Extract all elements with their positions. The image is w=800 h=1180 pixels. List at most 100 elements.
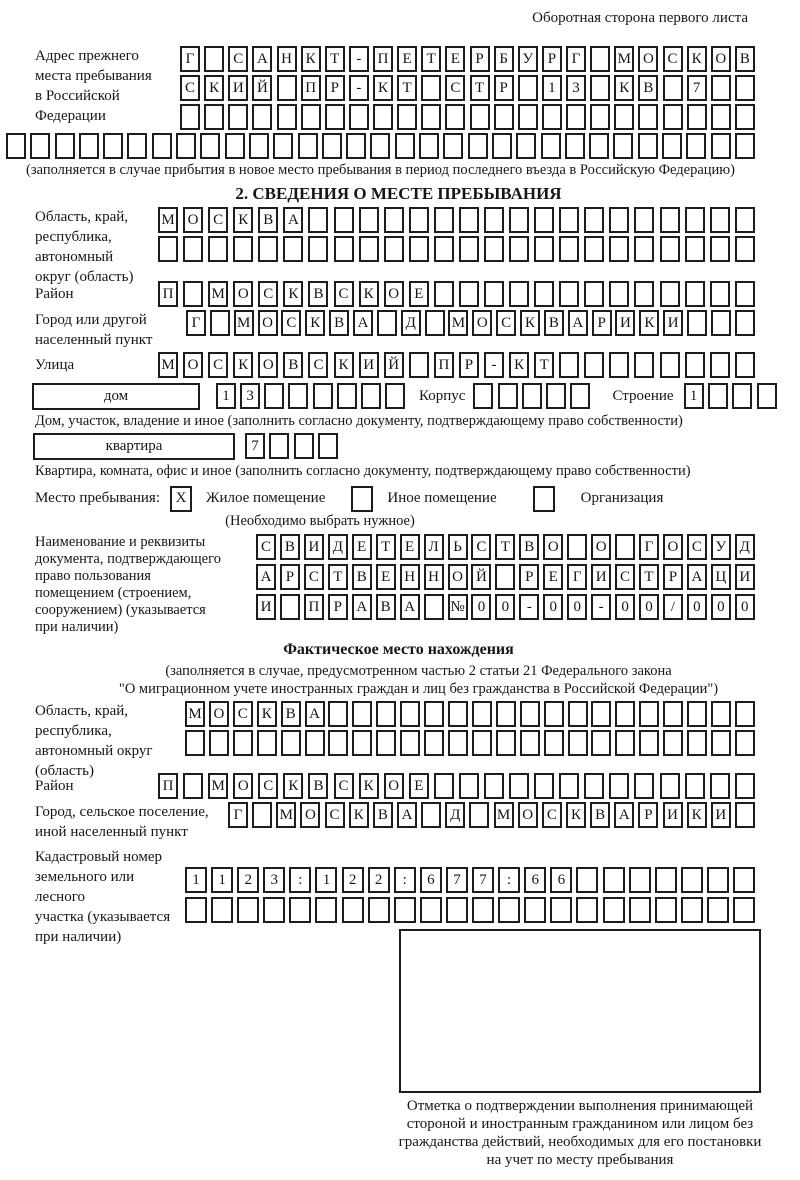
form-cell[interactable]: [183, 773, 204, 799]
form-cell[interactable]: [419, 897, 442, 923]
form-cell[interactable]: С: [324, 802, 345, 828]
form-cell[interactable]: [180, 104, 200, 130]
form-cell[interactable]: [609, 281, 630, 307]
form-cell[interactable]: [517, 104, 538, 130]
form-cell[interactable]: [602, 867, 625, 893]
form-cell[interactable]: [546, 383, 567, 409]
form-cell[interactable]: [493, 104, 514, 130]
form-cell[interactable]: 0: [734, 594, 755, 620]
form-cell[interactable]: Г: [567, 564, 588, 590]
form-cell[interactable]: Т: [324, 46, 345, 72]
form-cell[interactable]: Р: [541, 46, 562, 72]
form-cell[interactable]: О: [662, 534, 683, 560]
form-cell[interactable]: [185, 897, 207, 923]
form-cell[interactable]: К: [256, 701, 277, 727]
form-cell[interactable]: [458, 281, 479, 307]
form-cell[interactable]: [687, 310, 708, 336]
form-cell[interactable]: О: [257, 310, 278, 336]
form-cell[interactable]: /: [662, 594, 683, 620]
form-cell[interactable]: [421, 104, 442, 130]
form-cell[interactable]: С: [208, 207, 229, 233]
form-cell[interactable]: Т: [397, 75, 418, 101]
form-cell[interactable]: [613, 133, 634, 159]
form-cell[interactable]: [584, 236, 605, 262]
form-cell[interactable]: Д: [445, 802, 466, 828]
form-cell[interactable]: В: [280, 701, 301, 727]
form-cell[interactable]: Е: [445, 46, 466, 72]
form-cell[interactable]: [659, 281, 680, 307]
form-cell[interactable]: [433, 281, 454, 307]
form-cell[interactable]: 6: [550, 867, 573, 893]
form-cell[interactable]: О: [383, 281, 404, 307]
form-cell[interactable]: [710, 75, 731, 101]
form-cell[interactable]: [567, 701, 588, 727]
form-cell[interactable]: :: [498, 867, 521, 893]
form-cell[interactable]: О: [183, 352, 204, 378]
form-cell[interactable]: Д: [327, 534, 348, 560]
form-cell[interactable]: [458, 236, 479, 262]
form-cell[interactable]: -: [519, 594, 540, 620]
form-cell[interactable]: В: [329, 310, 350, 336]
form-cell[interactable]: [127, 133, 148, 159]
form-cell[interactable]: [394, 133, 415, 159]
form-cell[interactable]: [308, 207, 329, 233]
form-cell[interactable]: 1: [541, 75, 562, 101]
form-cell[interactable]: В: [308, 281, 329, 307]
form-cell[interactable]: Н: [276, 46, 297, 72]
form-cell[interactable]: С: [308, 352, 329, 378]
form-cell[interactable]: [495, 730, 516, 756]
form-cell[interactable]: 0: [495, 594, 516, 620]
form-cell[interactable]: П: [303, 594, 324, 620]
form-cell[interactable]: [471, 701, 492, 727]
form-cell[interactable]: О: [258, 352, 279, 378]
form-cell[interactable]: [684, 281, 705, 307]
form-cell[interactable]: [634, 352, 655, 378]
form-cell[interactable]: 7: [686, 75, 707, 101]
form-cell[interactable]: [734, 730, 755, 756]
form-cell[interactable]: П: [300, 75, 321, 101]
form-cell[interactable]: [732, 897, 755, 923]
form-cell[interactable]: [367, 897, 390, 923]
form-cell[interactable]: Е: [351, 534, 372, 560]
form-cell[interactable]: С: [228, 46, 249, 72]
form-cell[interactable]: [628, 897, 651, 923]
form-cell[interactable]: М: [208, 773, 229, 799]
form-cell[interactable]: [273, 133, 294, 159]
form-cell[interactable]: [659, 207, 680, 233]
form-cell[interactable]: А: [256, 564, 276, 590]
form-cell[interactable]: [576, 897, 599, 923]
form-cell[interactable]: [264, 383, 285, 409]
form-cell[interactable]: Р: [638, 802, 659, 828]
form-cell[interactable]: [709, 207, 730, 233]
form-cell[interactable]: [559, 281, 580, 307]
form-cell[interactable]: [684, 773, 705, 799]
form-cell[interactable]: М: [158, 352, 178, 378]
form-cell[interactable]: -: [348, 75, 369, 101]
form-cell[interactable]: [659, 773, 680, 799]
form-cell[interactable]: [473, 383, 494, 409]
form-cell[interactable]: А: [686, 564, 707, 590]
form-cell[interactable]: [570, 383, 591, 409]
form-cell[interactable]: [469, 802, 490, 828]
form-cell[interactable]: Ь: [447, 534, 468, 560]
form-cell[interactable]: 0: [567, 594, 588, 620]
form-cell[interactable]: [248, 133, 269, 159]
form-cell[interactable]: [710, 701, 731, 727]
form-cell[interactable]: [383, 236, 404, 262]
form-cell[interactable]: [584, 352, 605, 378]
form-cell[interactable]: [256, 730, 277, 756]
form-cell[interactable]: [383, 207, 404, 233]
form-cell[interactable]: [609, 236, 630, 262]
form-cell[interactable]: [232, 730, 253, 756]
form-cell[interactable]: Т: [421, 46, 442, 72]
form-cell[interactable]: С: [303, 564, 324, 590]
form-cell[interactable]: К: [614, 75, 635, 101]
form-cell[interactable]: [328, 730, 349, 756]
form-cell[interactable]: С: [471, 534, 492, 560]
form-cell[interactable]: Е: [408, 281, 429, 307]
form-cell[interactable]: [734, 207, 755, 233]
form-cell[interactable]: Т: [534, 352, 555, 378]
form-cell[interactable]: [263, 897, 286, 923]
form-cell[interactable]: К: [283, 773, 304, 799]
form-cell[interactable]: [400, 701, 421, 727]
